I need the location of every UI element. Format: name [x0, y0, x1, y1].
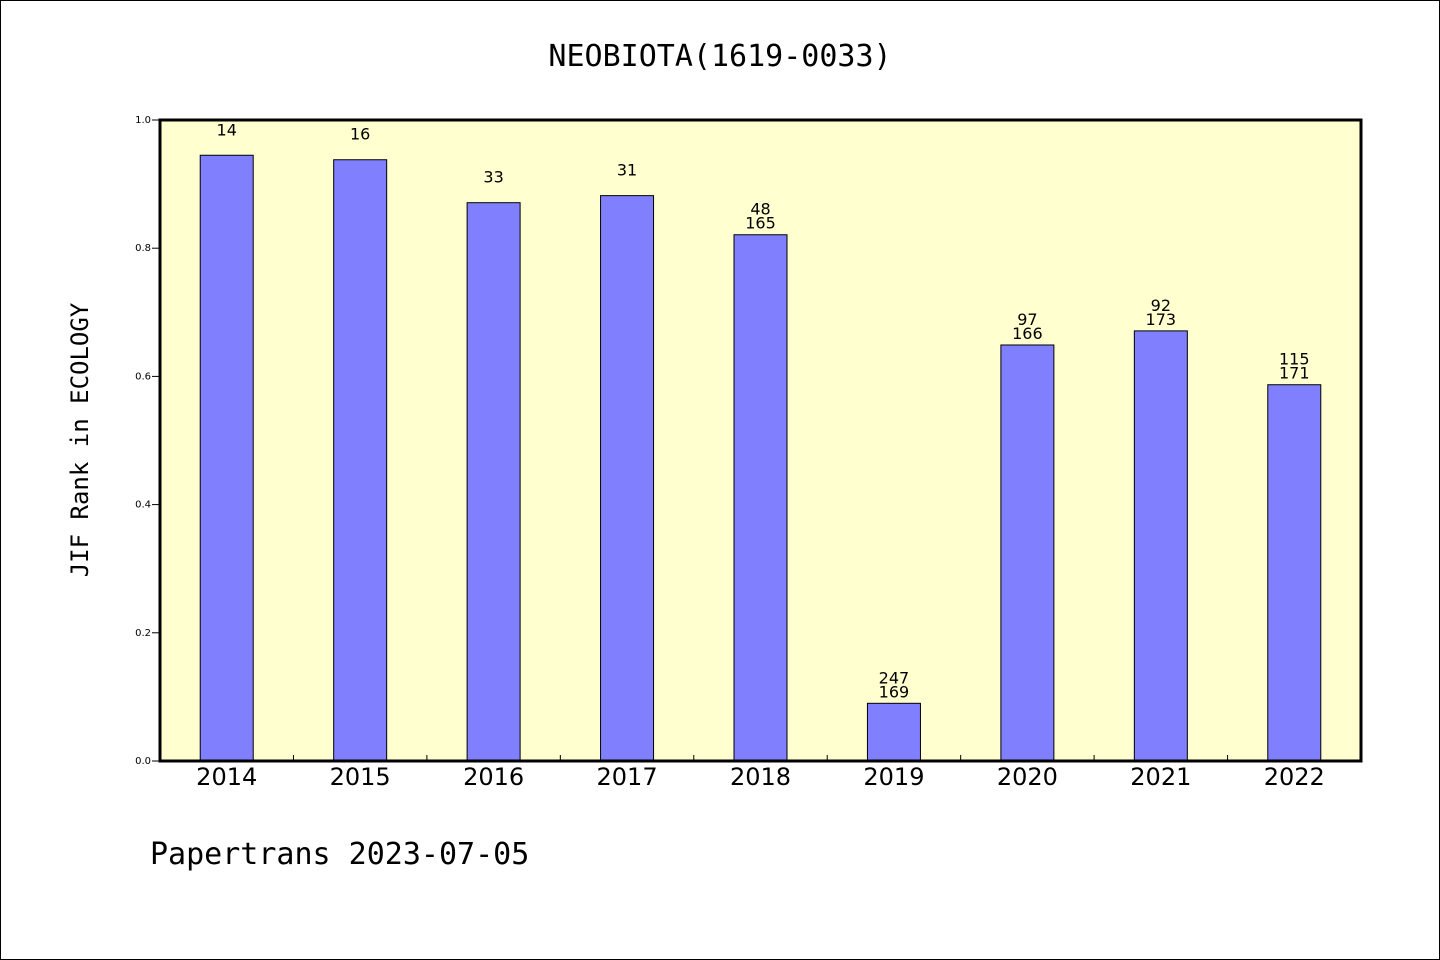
x-tick-labels: 2014 2015 2016 2017 2018 2019 2020 2021 2022 — [196, 763, 1325, 791]
data-label-2022: 171 — [1279, 364, 1310, 383]
y-tick-label: 0.4 — [135, 500, 151, 511]
bar-2016 — [466, 202, 521, 762]
x-tick-label-2018: 2018 — [730, 763, 791, 791]
x-tick-label-2016: 2016 — [463, 763, 524, 791]
bar-2021 — [1133, 330, 1188, 762]
bar-2014 — [199, 154, 254, 762]
x-tick-label-2017: 2017 — [597, 763, 658, 791]
bar-2022 — [1267, 384, 1322, 762]
x-tick-label-2022: 2022 — [1264, 763, 1325, 791]
x-tick-label-2019: 2019 — [863, 763, 924, 791]
data-label-2019: 169 — [879, 682, 910, 701]
footer-text: Papertrans 2023-07-05 — [150, 837, 529, 872]
y-tick-label: 0.6 — [135, 371, 151, 382]
y-tick-label: 1.0 — [135, 115, 151, 126]
x-tick-label-2015: 2015 — [330, 763, 391, 791]
y-tick-label: 0.2 — [135, 628, 151, 639]
bar-2018 — [733, 234, 788, 762]
x-tick-label-2014: 2014 — [196, 763, 257, 791]
data-label-2019: 247 — [879, 668, 910, 687]
plot-border — [158, 118, 1363, 763]
data-label-2016: 33 — [483, 168, 503, 187]
bar-2020 — [1000, 344, 1055, 762]
y-axis-label: JIF Rank in ECOLOGY — [66, 302, 94, 577]
y-tick-label: 0.8 — [135, 243, 151, 254]
data-label-2014: 14 — [217, 120, 237, 139]
x-tick-label-2020: 2020 — [997, 763, 1058, 791]
data-label-2018: 48 — [750, 200, 770, 219]
data-label-2015: 16 — [350, 125, 370, 144]
bar-2015 — [333, 159, 388, 762]
y-tick-labels: 0.0 0.2 0.4 0.6 0.8 1.0 — [135, 115, 151, 767]
data-label-2021: 173 — [1146, 310, 1177, 329]
bar-2019 — [866, 702, 921, 762]
data-label-2018: 165 — [745, 214, 776, 233]
bar-2017 — [600, 195, 655, 762]
data-label-2020: 97 — [1017, 310, 1037, 329]
data-label-2020: 166 — [1012, 324, 1043, 343]
x-tick-label-2021: 2021 — [1130, 763, 1191, 791]
data-label-2022: 115 — [1279, 350, 1310, 369]
chart-title: NEOBIOTA(1619-0033) — [548, 39, 891, 74]
data-label-2021: 92 — [1151, 296, 1171, 315]
data-label-2017: 31 — [617, 161, 637, 180]
bars — [199, 154, 1322, 762]
y-tick-label: 0.0 — [135, 756, 151, 767]
